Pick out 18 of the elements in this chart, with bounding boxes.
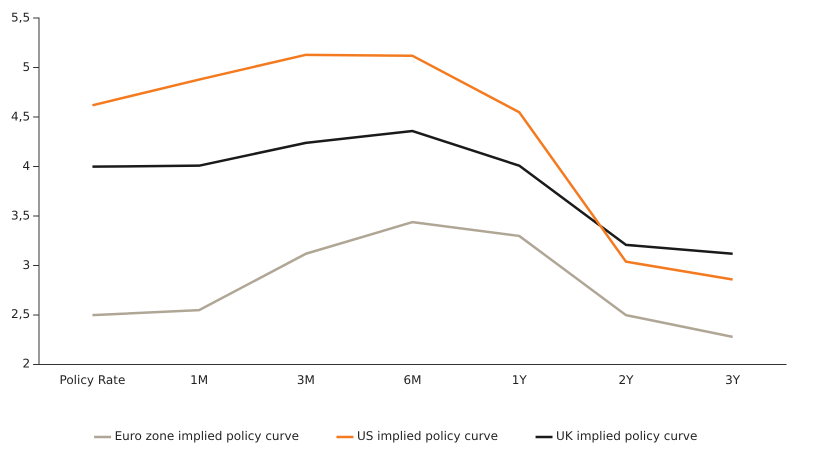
x-tick-label: 3Y — [725, 372, 741, 387]
x-tick-label: 1Y — [512, 372, 528, 387]
legend-label: UK implied policy curve — [556, 429, 698, 444]
y-tick-label: 3 — [22, 258, 30, 272]
x-tick-label: Policy Rate — [60, 372, 126, 387]
x-tick-label: 3M — [296, 372, 315, 387]
x-tick-label: 6M — [404, 372, 422, 387]
y-tick-label: 5,5 — [10, 10, 30, 24]
y-tick-label: 3,5 — [10, 208, 30, 222]
x-tick-label: 2Y — [618, 372, 634, 387]
legend-label: Euro zone implied policy curve — [114, 429, 299, 444]
y-tick-label: 5 — [22, 60, 30, 74]
y-tick-label: 4 — [22, 158, 30, 173]
legend-label: US implied policy curve — [356, 429, 498, 444]
y-tick-label: 2,5 — [10, 307, 30, 322]
x-tick-label: 1M — [190, 372, 208, 387]
y-tick-label: 2 — [22, 356, 30, 371]
y-tick-label: 4,5 — [10, 109, 30, 124]
